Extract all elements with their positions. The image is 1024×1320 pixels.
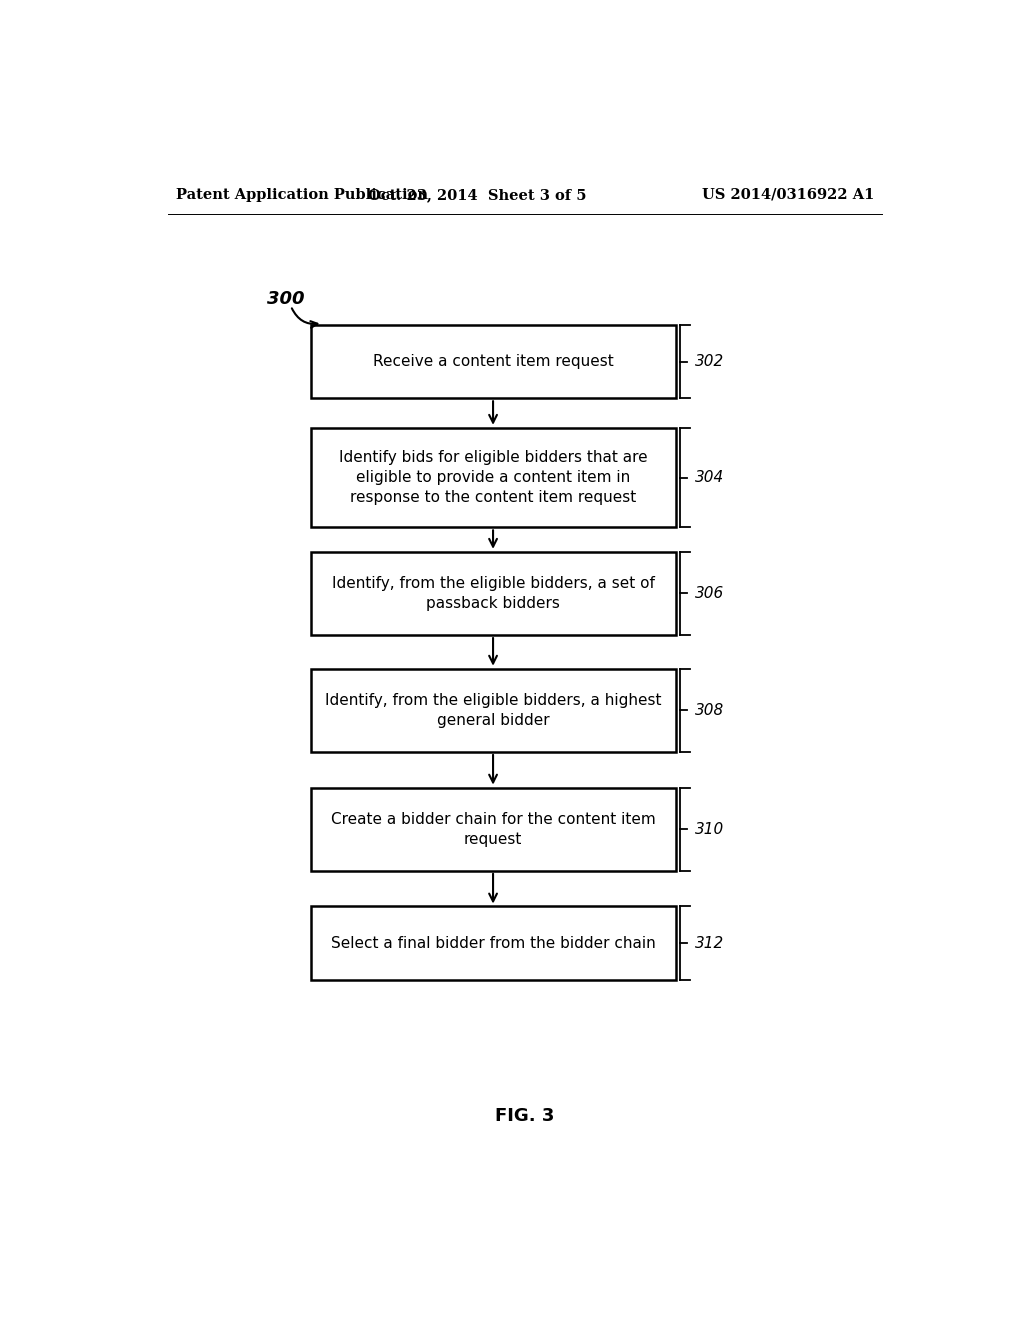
Text: 312: 312 <box>694 936 724 950</box>
Text: Patent Application Publication: Patent Application Publication <box>176 187 428 202</box>
Text: 310: 310 <box>694 822 724 837</box>
Text: Identify, from the eligible bidders, a set of
passback bidders: Identify, from the eligible bidders, a s… <box>332 576 654 611</box>
Bar <box>310 788 676 871</box>
FancyArrowPatch shape <box>292 309 317 327</box>
Text: Select a final bidder from the bidder chain: Select a final bidder from the bidder ch… <box>331 936 655 950</box>
Bar <box>310 907 676 979</box>
Bar <box>310 325 676 399</box>
Text: Oct. 23, 2014  Sheet 3 of 5: Oct. 23, 2014 Sheet 3 of 5 <box>368 187 587 202</box>
Text: 302: 302 <box>694 354 724 370</box>
Text: 300: 300 <box>267 289 304 308</box>
Text: 308: 308 <box>694 702 724 718</box>
Bar <box>310 552 676 635</box>
Text: Create a bidder chain for the content item
request: Create a bidder chain for the content it… <box>331 812 655 847</box>
Text: Receive a content item request: Receive a content item request <box>373 354 613 370</box>
Text: 304: 304 <box>694 470 724 484</box>
Bar <box>310 428 676 528</box>
Text: FIG. 3: FIG. 3 <box>496 1107 554 1125</box>
Text: Identify bids for eligible bidders that are
eligible to provide a content item i: Identify bids for eligible bidders that … <box>339 450 647 506</box>
Bar <box>310 669 676 752</box>
Text: US 2014/0316922 A1: US 2014/0316922 A1 <box>701 187 873 202</box>
Text: 306: 306 <box>694 586 724 601</box>
Text: Identify, from the eligible bidders, a highest
general bidder: Identify, from the eligible bidders, a h… <box>325 693 662 729</box>
